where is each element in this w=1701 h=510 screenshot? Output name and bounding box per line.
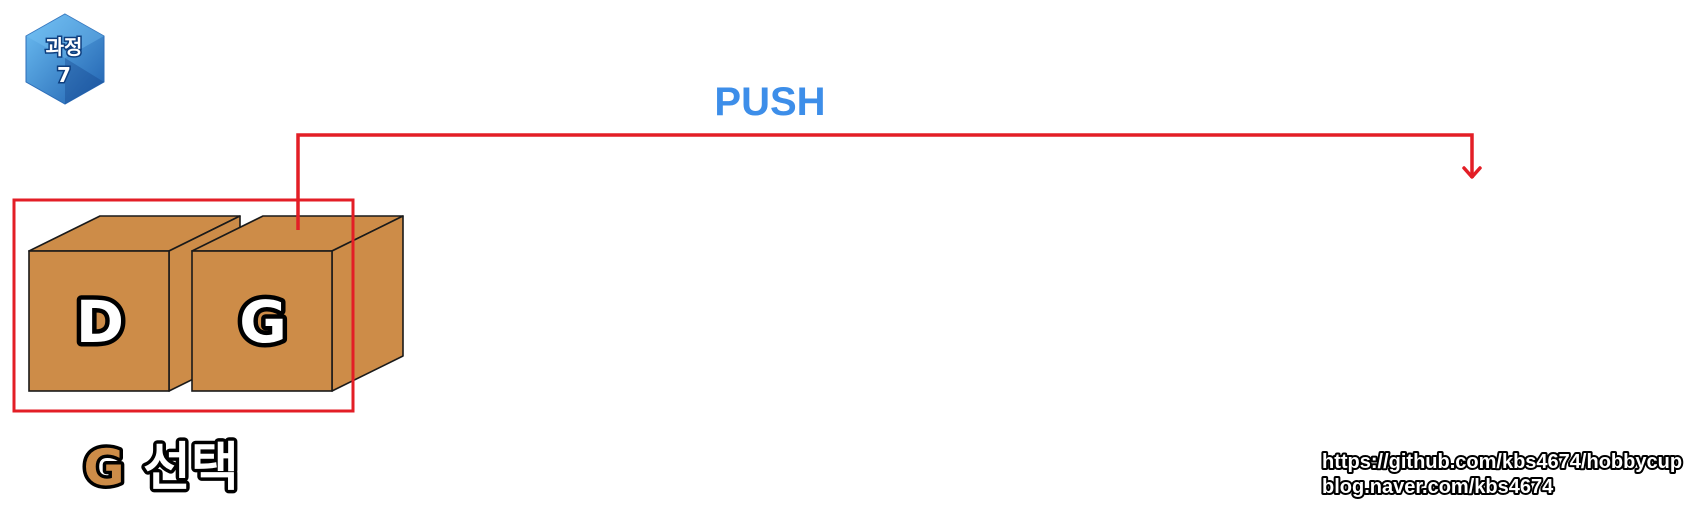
push-label: PUSH — [714, 80, 825, 124]
step-badge-facet-shade — [65, 58, 104, 104]
push-arrow-head-icon — [1462, 166, 1482, 179]
caption-letter: G — [83, 439, 124, 497]
selection-frame — [12, 198, 355, 413]
stack-box-d-letter: D — [76, 288, 124, 356]
caption-text: 선택 — [143, 438, 239, 498]
stack-box-g-front — [191, 250, 333, 392]
stack-box-g: G — [191, 215, 404, 392]
step-badge-line1: 과정 — [46, 35, 83, 59]
step-badge-hexagon — [25, 13, 105, 105]
push-arrow — [296, 133, 1482, 230]
step-badge: 과정 7 — [25, 13, 105, 105]
credit-blog-url: blog.naver.com/kbs4674 — [1322, 476, 1554, 498]
credit-github-url: https://github.com/kbs4674/hobbycup — [1322, 451, 1682, 473]
step-badge-line2: 7 — [57, 63, 71, 87]
step-badge-facet — [26, 14, 104, 58]
stack-box-g-letter: G — [239, 288, 287, 356]
push-arrow-line — [296, 133, 1474, 230]
stack-box-d-front — [28, 250, 170, 392]
